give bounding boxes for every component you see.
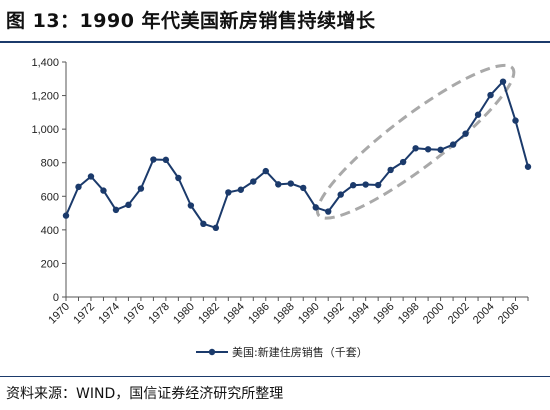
y-tick-label: 800 — [41, 158, 59, 170]
data-point — [374, 181, 382, 189]
data-point — [474, 111, 482, 118]
data-point — [312, 204, 319, 211]
x-tick-label: 2002 — [446, 301, 472, 327]
x-tick-label: 1988 — [271, 301, 297, 327]
x-tick-label: 1984 — [221, 301, 247, 327]
x-tick-label: 2006 — [496, 301, 522, 327]
x-tick-label: 1996 — [371, 301, 397, 327]
figure-header: 图 13：1990 年代美国新房销售持续增长 — [0, 0, 550, 46]
data-point — [187, 202, 195, 209]
data-point — [225, 189, 232, 196]
data-point — [100, 187, 107, 194]
x-tick-label: 2004 — [471, 301, 497, 327]
data-point — [300, 184, 307, 192]
x-tick-label: 1994 — [346, 301, 372, 327]
data-point — [412, 145, 419, 152]
data-point — [449, 141, 457, 148]
data-point — [162, 156, 170, 164]
y-tick-label: 400 — [41, 225, 59, 237]
title-rule — [0, 41, 550, 43]
data-point — [175, 174, 182, 182]
x-tick-label: 1980 — [171, 301, 197, 327]
data-point — [437, 146, 444, 153]
y-tick-label: 1,400 — [31, 57, 59, 69]
data-point — [212, 224, 220, 232]
x-tick-label: 1992 — [321, 301, 347, 327]
y-tick-label: 1,000 — [31, 124, 59, 136]
data-point — [337, 191, 344, 198]
data-point — [287, 180, 294, 187]
data-point — [524, 163, 532, 170]
data-point — [200, 220, 207, 228]
y-tick-label: 0 — [53, 292, 59, 304]
x-tick-label: 1974 — [96, 301, 122, 327]
series-layer — [62, 78, 532, 232]
y-tick-label: 1,200 — [31, 91, 59, 103]
line-chart: 0 200 400 600 800 1,000 1,200 1,400 1970 1972 1974… — [31, 57, 532, 359]
source-rule — [0, 376, 550, 377]
data-point — [137, 185, 145, 192]
data-point — [349, 182, 357, 189]
x-tick-label: 1982 — [196, 301, 222, 327]
x-tick-label: 2000 — [421, 301, 447, 327]
x-tick-label: 1986 — [246, 301, 272, 327]
series-line — [65, 80, 529, 229]
data-point — [512, 117, 519, 124]
highlight-ellipse — [315, 63, 516, 220]
data-point — [462, 130, 469, 137]
data-point — [424, 146, 432, 153]
data-point — [499, 78, 507, 85]
x-tick-label: 1972 — [71, 301, 97, 327]
data-point — [150, 156, 157, 163]
data-point — [387, 166, 394, 174]
x-tick-label: 1970 — [46, 301, 72, 327]
chart-legend: 美国:新建住房销售（千套） — [196, 345, 368, 359]
legend-marker — [208, 348, 216, 356]
data-point — [362, 181, 369, 188]
data-point — [112, 206, 120, 214]
source-note: 资料来源：WIND，国信证券经济研究所整理 — [6, 386, 284, 402]
x-tick-label: 1990 — [296, 301, 322, 327]
data-point — [275, 181, 282, 188]
data-point — [325, 208, 332, 215]
data-point — [262, 167, 269, 175]
data-point — [487, 91, 494, 99]
data-point — [62, 212, 70, 219]
x-tick-label: 1998 — [396, 301, 422, 327]
data-point — [237, 186, 245, 193]
legend-label: 美国:新建住房销售（千套） — [232, 345, 368, 359]
figure-title: 图 13：1990 年代美国新房销售持续增长 — [6, 10, 376, 32]
data-point — [399, 158, 407, 166]
y-tick-label: 600 — [41, 191, 59, 203]
data-point — [87, 173, 95, 180]
data-point — [250, 178, 257, 185]
data-point — [125, 201, 132, 209]
highlight-layer — [315, 63, 516, 220]
x-tick-label: 1976 — [121, 301, 147, 327]
y-tick-label: 200 — [41, 258, 59, 270]
data-point — [75, 183, 82, 191]
x-tick-label: 1978 — [146, 301, 172, 327]
